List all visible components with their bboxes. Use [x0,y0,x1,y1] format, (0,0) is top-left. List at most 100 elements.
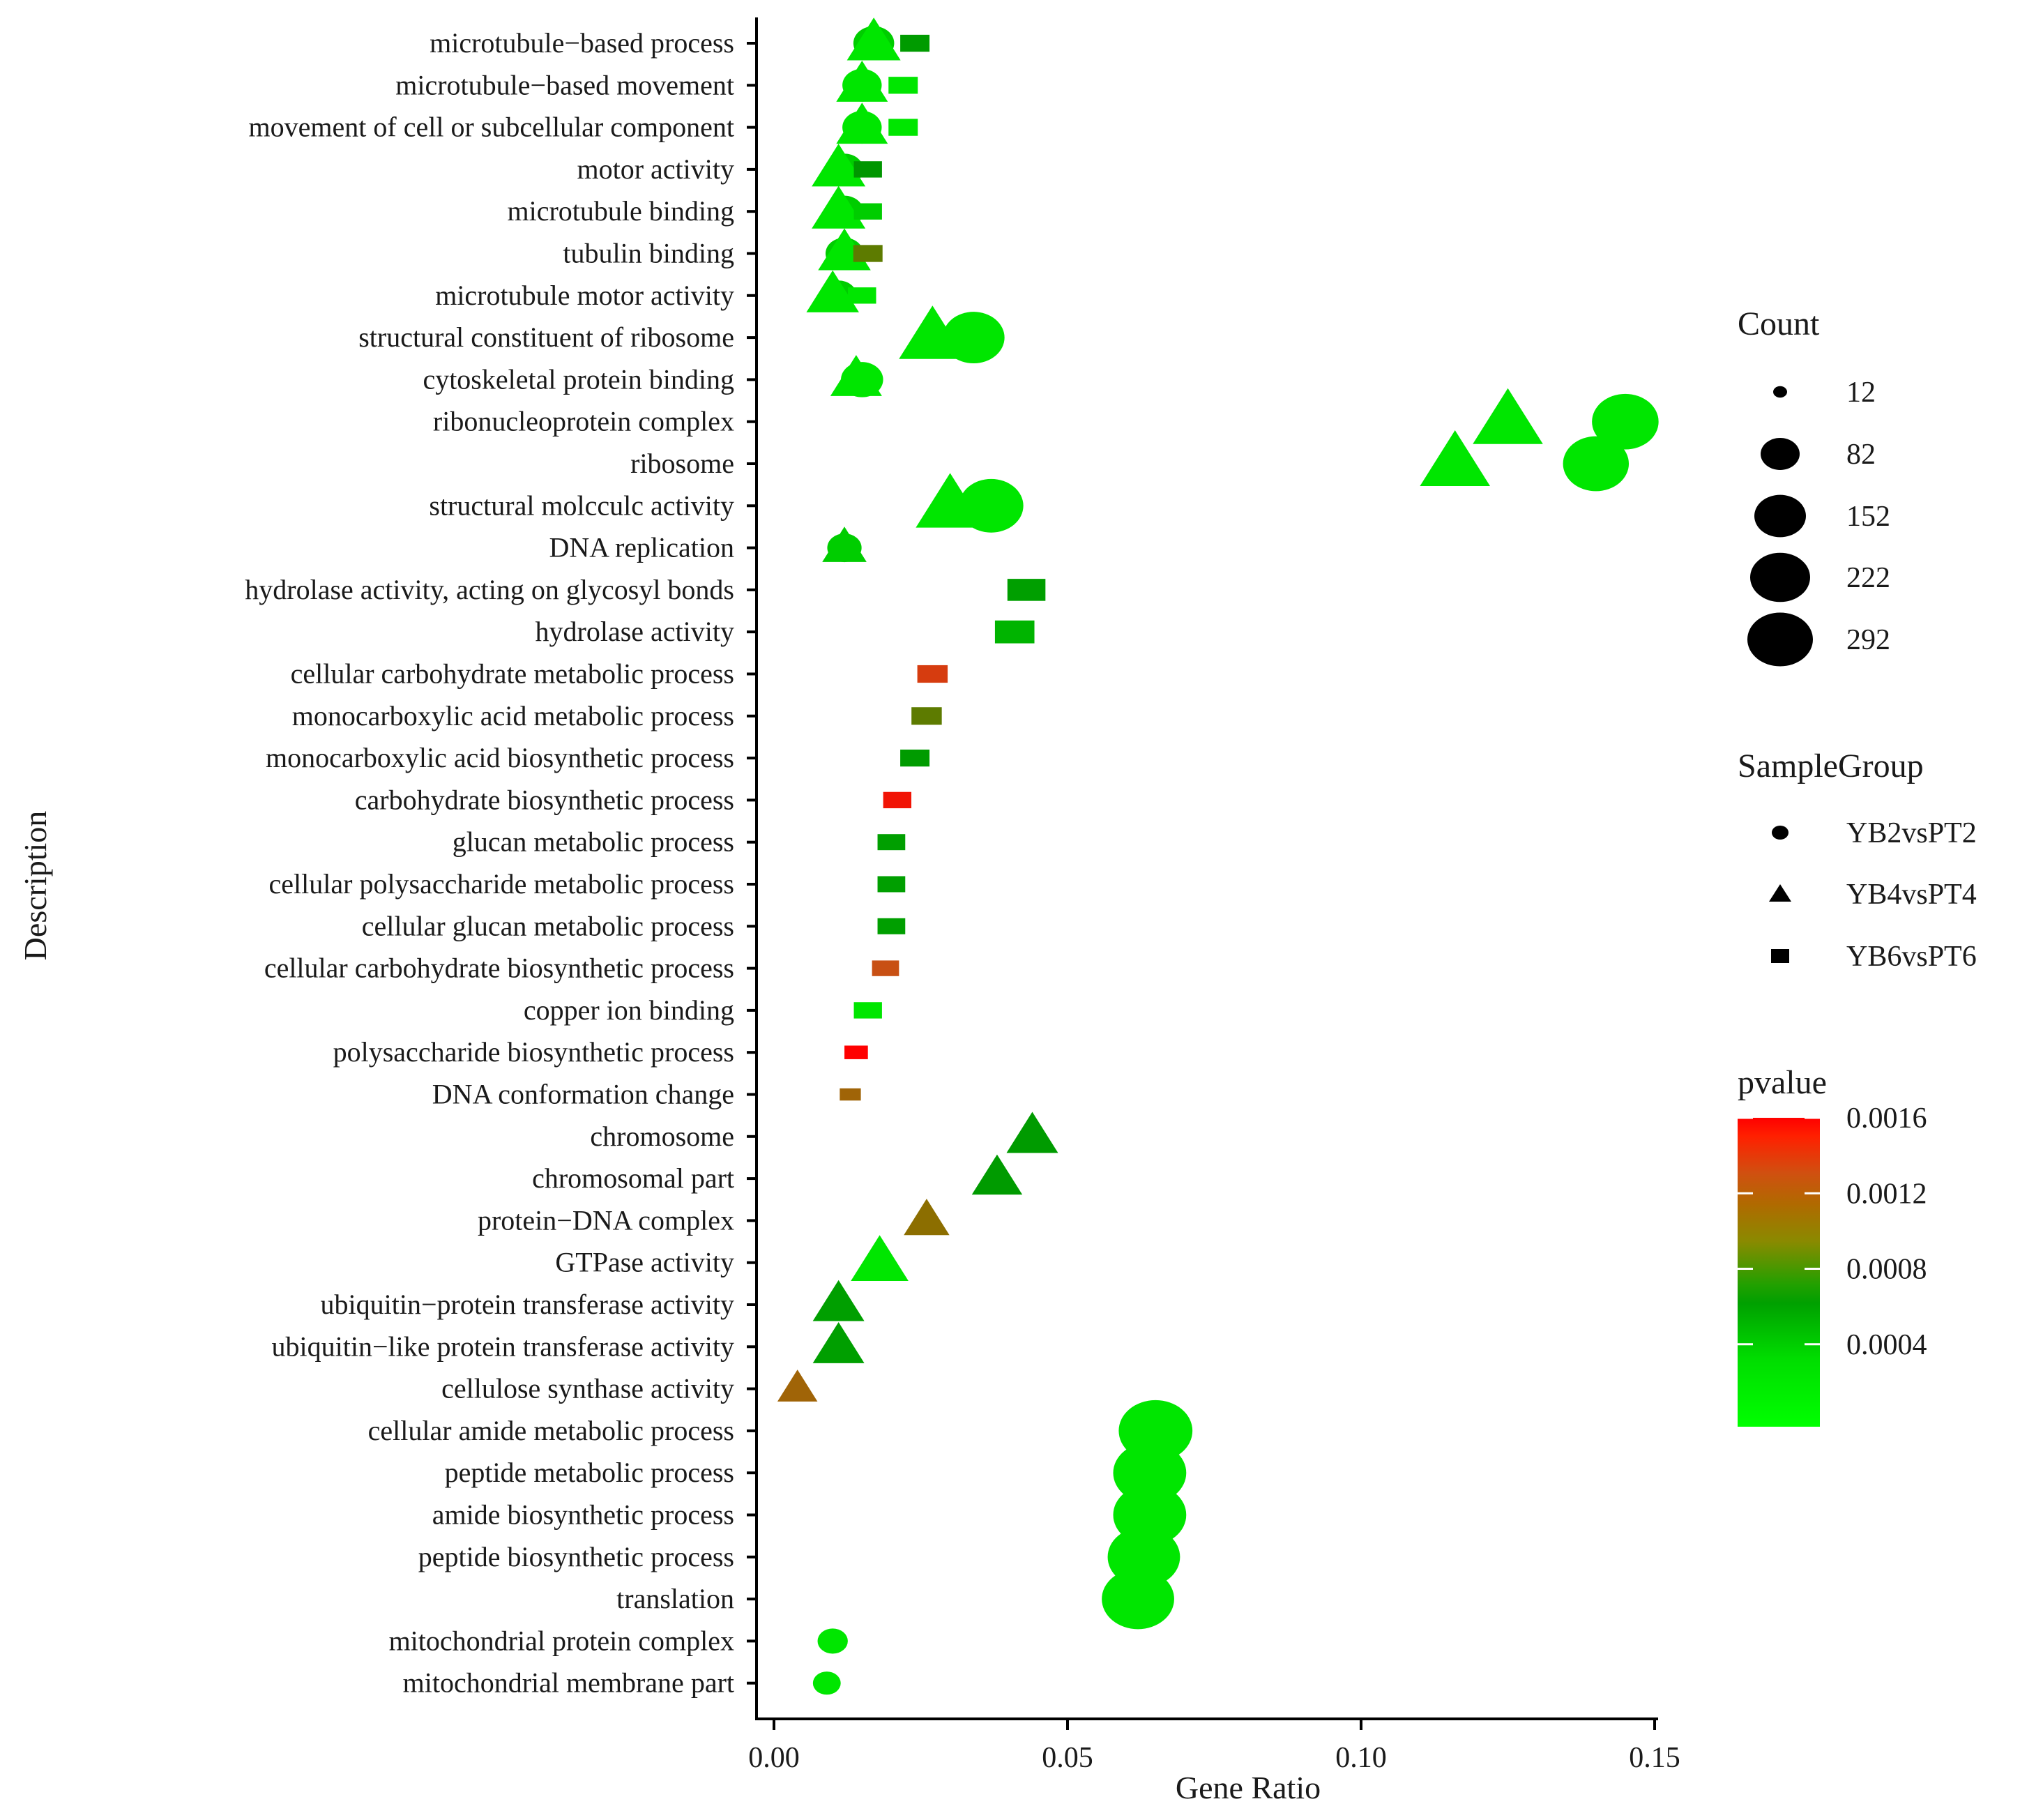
data-point-triangle [1006,1112,1058,1153]
y-tick-label: amide biosynthetic process [432,1499,734,1531]
legend-sample-group-label: YB6vsPT6 [1846,941,1977,973]
data-point-triangle [1473,388,1543,444]
legend-count-marker [1750,552,1810,602]
legend-sample-group-label: YB4vsPT4 [1846,879,1977,911]
legend-count-label: 12 [1846,377,1876,409]
pvalue-colorbar [1738,1118,1820,1427]
y-axis-labels: microtubule−based process microtubule−bas… [245,27,734,1699]
x-tick-label: 0.05 [1042,1742,1093,1774]
data-point-square [917,665,948,683]
y-tick-label: translation [616,1583,734,1614]
y-tick-label: ribosome [630,448,734,479]
legend-sample-group-title: SampleGroup [1738,748,1924,784]
data-point-square [900,34,930,52]
data-point-square [853,161,882,178]
data-point-triangle [822,526,867,562]
colorbar-tick-label: 0.0012 [1846,1178,1927,1210]
legend-triangle-marker [1769,884,1791,902]
data-point-triangle [812,1322,865,1363]
legend-pvalue-title: pvalue [1738,1064,1827,1101]
y-tick-label: cellular carbohydrate metabolic process [291,658,734,690]
data-point-circle [1563,436,1630,492]
data-point-triangle [830,355,882,396]
y-tick-label: microtubule binding [507,195,734,227]
y-tick-label: structural molcculc activity [429,490,734,521]
data-point-square [840,1088,861,1101]
data-point-square [888,119,918,136]
data-point-square [853,245,883,262]
data-point-square [994,620,1035,644]
data-point-triangle [806,270,859,312]
legend-pvalue: pvalue 0.0016 0.0012 0.0008 0.0004 [1738,1064,1927,1427]
x-tick-label: 0.00 [748,1742,800,1774]
legend-count-marker [1747,612,1813,667]
data-point-square [844,1045,868,1059]
x-tick-label: 0.10 [1335,1742,1387,1774]
y-tick-label: ribonucleoprotein complex [433,406,734,437]
legend-circle-marker [1772,826,1789,840]
y-tick-label: tubulin binding [563,238,734,269]
data-point-square [853,1002,882,1019]
y-tick-label: cellular amide metabolic process [368,1415,734,1446]
y-tick-label: cellulose synthase activity [441,1373,734,1404]
y-tick-label: DNA conformation change [432,1079,734,1110]
y-tick-label: carbohydrate biosynthetic process [355,784,734,815]
data-point-triangle [899,305,966,359]
y-tick-label: monocarboxylic acid biosynthetic process [266,742,734,773]
x-axis-ticks: 0.00 0.05 0.10 0.15 [748,1719,1680,1774]
y-axis-title: Description [17,811,53,961]
data-point-triangle [851,1235,909,1282]
y-tick-label: peptide biosynthetic process [418,1541,734,1572]
data-point-square [872,960,899,976]
y-tick-label: chromosomal part [532,1162,734,1194]
y-tick-label: monocarboxylic acid metabolic process [292,700,734,731]
y-tick-label: GTPase activity [555,1247,734,1278]
data-point-triangle [812,185,866,229]
x-tick-label: 0.15 [1629,1742,1680,1774]
data-point-triangle [904,1199,950,1236]
y-tick-label: mitochondrial protein complex [389,1625,734,1656]
y-tick-label: ubiquitin−like protein transferase activ… [272,1330,734,1362]
data-point-square [1007,579,1046,601]
data-point-square [888,77,918,94]
data-point-triangle [971,1154,1023,1195]
y-tick-label: cellular carbohydrate biosynthetic proce… [264,953,734,984]
data-point-triangle [846,17,901,61]
y-tick-label: ubiquitin−protein transferase activity [321,1289,735,1320]
y-tick-label: cytoskeletal protein binding [423,363,734,395]
data-point-triangle [777,1370,818,1402]
data-point-circle [1592,393,1659,450]
legend-count: Count 12 82 152 222 292 [1738,305,1890,667]
y-tick-label: movement of cell or subcellular componen… [249,112,734,143]
legend-count-label: 152 [1846,501,1890,533]
data-point-circle [1102,1568,1174,1630]
legend-count-label: 222 [1846,562,1890,594]
y-tick-label: cellular glucan metabolic process [362,910,734,941]
y-tick-label: motor activity [577,153,734,185]
y-axis-ticks [747,42,757,1685]
y-tick-label: microtubule−based movement [395,69,734,100]
legend-count-label: 82 [1846,439,1876,471]
y-tick-label: chromosome [590,1121,734,1152]
data-point-circle [812,1671,841,1695]
data-point-circle [1113,1442,1187,1503]
data-point-square [877,834,906,851]
colorbar-tick-label: 0.0004 [1846,1329,1927,1361]
y-tick-label: hydrolase activity, acting on glycosyl b… [245,574,734,605]
y-tick-label: copper ion binding [524,994,734,1026]
data-point-square [883,791,912,809]
y-tick-label: cellular polysaccharide metabolic proces… [269,868,734,900]
data-point-square [877,918,906,934]
data-point-square [911,707,942,725]
colorbar-tick-label: 0.0016 [1846,1102,1927,1135]
y-tick-label: mitochondrial membrane part [403,1667,734,1699]
data-point-square [848,287,876,304]
legend-count-marker [1754,494,1806,538]
data-point-triangle [836,103,888,144]
legend-sample-group-label: YB2vsPT2 [1846,817,1977,849]
colorbar-tick-label: 0.0008 [1846,1254,1927,1286]
legend-square-marker [1771,949,1789,963]
y-tick-label: microtubule motor activity [435,280,734,311]
legend-count-title: Count [1738,305,1820,342]
data-point-triangle [812,144,866,187]
